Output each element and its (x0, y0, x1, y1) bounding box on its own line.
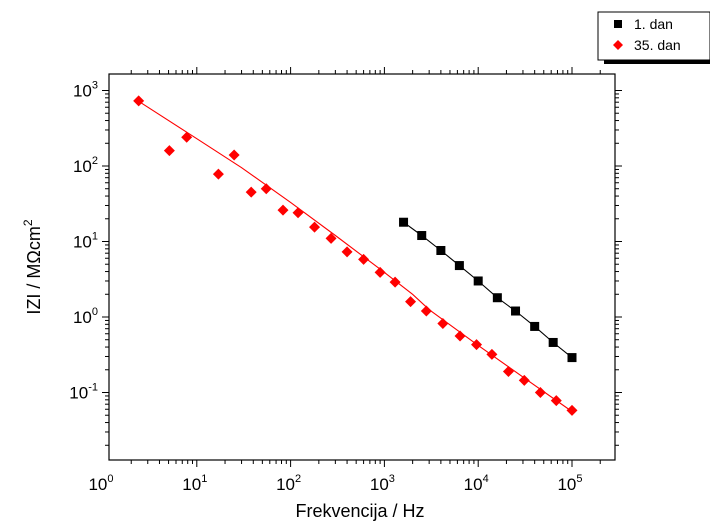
data-point-diamond (181, 131, 193, 143)
data-point-diamond (518, 374, 530, 386)
y-tick-label-base: 10 (73, 157, 92, 176)
data-point-diamond (277, 204, 289, 216)
x-tick-label: 103 (370, 473, 395, 494)
x-tick-label-exp: 2 (295, 473, 301, 485)
data-point-diamond (374, 266, 386, 278)
data-point-square (530, 321, 540, 331)
data-point-diamond (245, 186, 257, 198)
plot-frame (108, 73, 616, 461)
y-tick-label-exp: -1 (88, 382, 98, 394)
y-tick-label-base: 10 (73, 308, 92, 327)
x-tick-label: 105 (557, 473, 582, 494)
data-point-square (454, 261, 464, 271)
data-point-diamond (212, 168, 224, 180)
y-tick-label: 101 (73, 231, 98, 252)
y-axis-label: IZI / MΩcm2 (21, 219, 44, 314)
y-tick-label-exp: 3 (92, 80, 98, 92)
x-tick-label-exp: 1 (201, 473, 207, 485)
legend-label-1: 1. dan (634, 16, 673, 32)
x-tick-label: 100 (88, 473, 113, 494)
data-point-diamond (420, 305, 432, 317)
data-point-diamond (228, 149, 240, 161)
data-point-diamond (405, 296, 417, 308)
y-tick-label: 103 (73, 80, 98, 101)
y-axis-label-sup: 2 (21, 219, 35, 226)
legend-marker-square (614, 20, 622, 28)
x-tick-label-base: 10 (370, 475, 389, 494)
data-point-diamond (534, 387, 546, 398)
legend: 1. dan 35. dan (597, 11, 710, 64)
data-point-diamond (454, 330, 466, 342)
data-point-diamond (389, 276, 401, 288)
data-point-diamond (437, 318, 449, 330)
data-point-diamond (566, 404, 578, 416)
y-tick-label-base: 10 (69, 384, 88, 403)
fit-line (403, 221, 573, 359)
y-tick-label-base: 10 (73, 233, 92, 252)
axis-ticks (102, 67, 622, 467)
x-axis-label: Frekvencija / Hz (295, 501, 424, 521)
data-point-square (567, 353, 577, 363)
y-tick-label: 100 (73, 306, 98, 327)
data-point-diamond (471, 339, 483, 351)
data-point-diamond (309, 221, 321, 233)
data-point-diamond (358, 253, 370, 265)
data-point-square (436, 245, 446, 255)
data-point-diamond (260, 183, 272, 195)
x-tick-label-base: 10 (88, 475, 107, 494)
fit-line (138, 100, 573, 412)
data-points (133, 95, 578, 416)
data-point-square (417, 231, 427, 241)
x-tick-label: 101 (182, 473, 207, 494)
x-tick-label-exp: 0 (107, 473, 113, 485)
x-tick-label-base: 10 (182, 475, 201, 494)
data-point-square (473, 276, 483, 286)
data-point-square (399, 217, 409, 227)
x-tick-label-exp: 5 (576, 473, 582, 485)
data-point-diamond (163, 145, 175, 157)
y-tick-label-exp: 2 (92, 155, 98, 167)
data-point-square (548, 337, 558, 347)
legend-marker-diamond (613, 40, 623, 50)
x-tick-label: 102 (276, 473, 301, 494)
fit-lines (138, 100, 573, 412)
data-point-diamond (292, 207, 304, 219)
data-point-diamond (133, 95, 145, 107)
data-point-square (492, 293, 502, 303)
x-tick-label-exp: 4 (483, 473, 489, 485)
data-point-diamond (325, 232, 337, 244)
x-tick-label-base: 10 (557, 475, 576, 494)
data-point-diamond (502, 365, 514, 377)
data-point-square (511, 306, 521, 316)
legend-label-2: 35. dan (634, 37, 681, 53)
x-tick-labels: 100 101 102 103 104 105 (88, 473, 582, 494)
x-tick-label-exp: 3 (389, 473, 395, 485)
x-tick-label: 104 (464, 473, 489, 494)
y-tick-label: 102 (73, 155, 98, 176)
y-tick-label: 10-1 (69, 382, 98, 403)
y-tick-label-base: 10 (73, 82, 92, 101)
y-tick-label-exp: 1 (92, 231, 98, 243)
x-tick-label-base: 10 (276, 475, 295, 494)
data-point-diamond (550, 395, 562, 407)
y-tick-label-exp: 0 (92, 306, 98, 318)
data-point-diamond (486, 348, 498, 360)
y-axis-label-main: IZI / MΩcm (24, 226, 44, 314)
x-tick-label-base: 10 (464, 475, 483, 494)
data-point-diamond (341, 246, 353, 258)
